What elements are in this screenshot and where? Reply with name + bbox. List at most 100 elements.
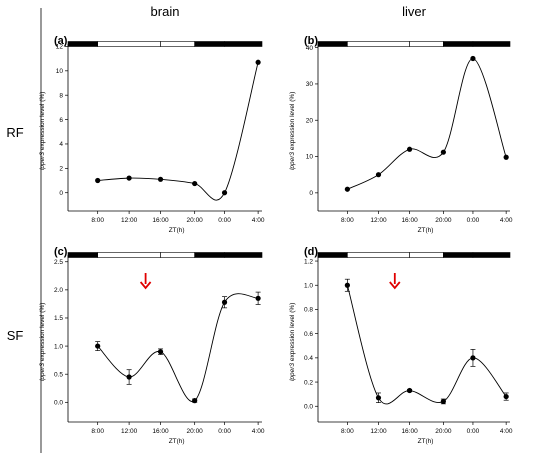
panel-label: (c) (54, 246, 68, 258)
panel-label: (a) (54, 35, 68, 47)
y-axis-label-gene: lpper3 (39, 363, 46, 381)
y-tick-label: 1.5 (54, 315, 63, 322)
data-point (406, 146, 413, 152)
data-point (157, 349, 164, 355)
x-tick-label: 0:00 (467, 217, 480, 224)
x-tick-label: 8:00 (341, 217, 354, 224)
y-axis-label-unit: expression level (%) (39, 92, 46, 152)
light-dark-bar-segment (472, 252, 511, 258)
series-curve (347, 58, 507, 190)
data-point (470, 55, 476, 62)
data-point (440, 398, 446, 405)
light-dark-bar-segment (409, 252, 444, 258)
light-dark-bar-segment (317, 41, 348, 47)
x-tick-label: 12:00 (121, 217, 138, 224)
data-point (157, 176, 164, 182)
light-dark-bar-segment (224, 252, 263, 258)
light-dark-bar-segment (347, 252, 410, 258)
x-tick-label: 20:00 (187, 217, 204, 224)
y-tick-label: 4 (59, 141, 63, 148)
x-tick-label: 4:00 (252, 428, 265, 435)
x-tick-label: 4:00 (500, 428, 513, 435)
x-tick-label: 8:00 (91, 217, 104, 224)
light-dark-bar-segment (347, 41, 410, 47)
x-tick-label: 0:00 (218, 217, 231, 224)
light-dark-bar-segment (97, 41, 161, 47)
x-tick-label: 20:00 (435, 428, 452, 435)
column-header-liver: liver (402, 4, 427, 19)
light-dark-bar-segment (443, 41, 474, 47)
y-tick-label: 0.0 (54, 400, 63, 407)
data-point (503, 154, 509, 160)
x-tick-label: 12:00 (370, 217, 387, 224)
data-point (503, 393, 509, 400)
y-tick-label: 0 (59, 190, 63, 197)
y-tick-label: 1.0 (304, 282, 313, 289)
x-tick-label: 16:00 (152, 428, 169, 435)
x-tick-label: 8:00 (91, 428, 104, 435)
data-point (375, 172, 382, 178)
x-tick-label: 4:00 (500, 217, 513, 224)
y-tick-label: 2 (59, 166, 63, 173)
x-axis-label: ZT(h) (169, 438, 185, 445)
y-axis-label-gene: lpper3 (39, 152, 46, 170)
light-dark-bar-segment (409, 41, 444, 47)
x-tick-label: 0:00 (218, 428, 231, 435)
data-point (255, 59, 261, 65)
y-tick-label: 20 (306, 117, 314, 124)
series-curve (346, 285, 507, 405)
x-axis-label: ZT(h) (418, 227, 434, 234)
data-point (192, 398, 198, 404)
data-point (255, 295, 261, 301)
light-dark-bar-segment (472, 41, 511, 47)
y-tick-label: 0.4 (304, 355, 313, 362)
row-header-rf: RF (6, 125, 23, 140)
y-tick-label: 10 (306, 154, 314, 161)
y-tick-label: 2.5 (54, 259, 63, 266)
x-tick-label: 20:00 (187, 428, 204, 435)
x-axis-label: ZT(h) (418, 438, 434, 445)
red-arrow-head (389, 281, 401, 290)
light-dark-bar-segment (224, 41, 263, 47)
panel-label: (d) (304, 246, 318, 258)
row-header-sf: SF (7, 328, 24, 343)
x-tick-label: 20:00 (435, 217, 452, 224)
data-point (221, 190, 228, 196)
y-tick-label: 8 (59, 92, 63, 99)
data-point (192, 180, 198, 187)
data-point (470, 355, 476, 361)
y-tick-label: 10 (56, 68, 64, 75)
data-point (221, 299, 228, 305)
light-dark-bar-segment (67, 252, 98, 258)
light-dark-bar-segment (194, 252, 225, 258)
light-dark-bar-segment (97, 252, 161, 258)
chart-panel-c: 0.0 0.5 1.0 1.5 2.0 2.5 8:00 12:00 16:00 20:00 0:0… (39, 246, 265, 445)
light-dark-bar-segment (160, 252, 195, 258)
light-dark-bar-segment (317, 252, 348, 258)
light-dark-bar-segment (194, 41, 225, 47)
y-tick-label: 1.2 (304, 258, 313, 265)
y-axis-label-gene: lpper3 (289, 363, 296, 381)
x-tick-label: 0:00 (467, 428, 480, 435)
y-tick-label: 0 (309, 190, 313, 197)
y-tick-label: 0.5 (54, 371, 63, 378)
y-tick-label: 0.8 (304, 307, 313, 314)
red-arrow-head (139, 281, 152, 290)
y-tick-label: 2.0 (54, 287, 63, 294)
data-point (126, 374, 132, 380)
chart-panel-a: 0 2 4 6 8 10 12 8:00 12:00 16:00 20:00 0:00 4:00 ZT(h… (39, 35, 265, 234)
data-point (95, 177, 101, 184)
y-tick-label: 6 (59, 117, 63, 124)
light-dark-bar-segment (67, 41, 98, 47)
y-tick-label: 0.0 (304, 403, 313, 410)
data-point (126, 175, 132, 181)
y-tick-label: 12 (56, 44, 64, 51)
y-tick-label: 0.6 (304, 331, 313, 338)
y-axis-label-unit: expression level (%) (289, 92, 296, 152)
y-tick-label: 30 (306, 81, 314, 88)
x-tick-label: 16:00 (401, 428, 418, 435)
y-tick-label: 0.2 (304, 379, 313, 386)
data-point (375, 395, 382, 401)
y-tick-label: 1.0 (54, 343, 63, 350)
